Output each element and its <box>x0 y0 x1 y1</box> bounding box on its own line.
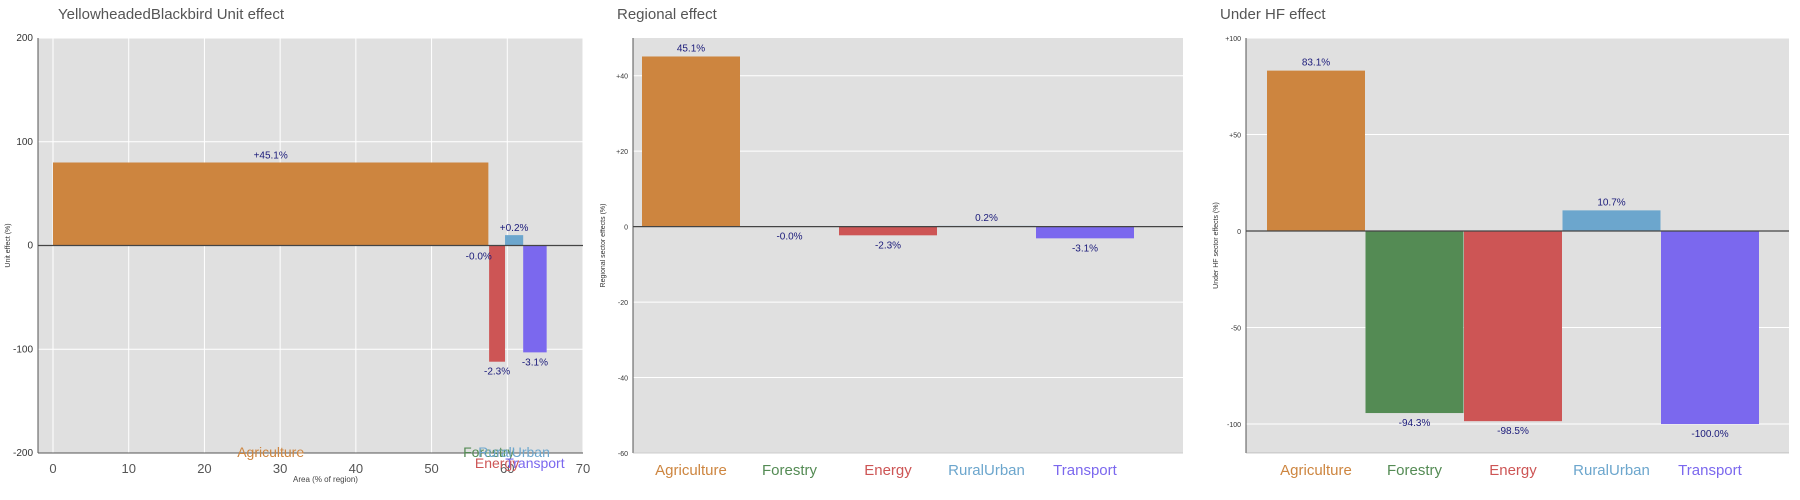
data-label: -2.3% <box>875 240 901 251</box>
y-tick-label: -100 <box>13 344 33 355</box>
bar-transport <box>1036 226 1134 239</box>
y-tick-label: 100 <box>16 137 33 148</box>
bar-transport <box>523 245 547 353</box>
category-label-transport: Transport <box>1053 462 1117 479</box>
x-tick-label: 70 <box>576 461 590 476</box>
under-hf-effect-chart: -100 -50 0 +50 +100 Under HF effect Under HF s… <box>1213 6 1789 479</box>
category-label-agriculture: Agriculture <box>237 444 304 460</box>
category-label-forestry: Forestry <box>1387 462 1443 479</box>
y-tick-label: -100 <box>1227 422 1241 429</box>
data-label: 10.7% <box>1597 197 1625 208</box>
category-label-energy: Energy <box>1489 462 1537 479</box>
data-label: -3.1% <box>1072 243 1098 254</box>
bar-agriculture <box>53 162 489 246</box>
data-label: -100.0% <box>1691 429 1728 440</box>
data-label: 45.1% <box>677 43 705 54</box>
data-label: -94.3% <box>1399 418 1431 429</box>
category-label-transport: Transport <box>505 455 565 471</box>
x-tick-label: 60 <box>500 461 514 476</box>
bar-forestry <box>1365 231 1464 414</box>
y-tick-label: 0 <box>624 225 628 232</box>
category-label-ruralurban: RuralUrban <box>478 444 550 460</box>
bar-ruralurban <box>505 235 524 246</box>
y-tick-label: -20 <box>618 300 628 307</box>
x-tick-label: 0 <box>49 461 56 476</box>
y-tick-label: 200 <box>16 33 33 44</box>
y-tick-label: 0 <box>27 241 33 252</box>
y-tick-label: 0 <box>1237 229 1241 236</box>
y-axis-label: Unit effect (%) <box>5 223 12 267</box>
y-axis-label: Under HF sector effects (%) <box>1213 202 1220 289</box>
y-tick-label: +40 <box>616 74 628 81</box>
data-label: -0.0% <box>776 232 802 243</box>
y-tick-label: +20 <box>616 149 628 156</box>
x-tick-label: 40 <box>349 461 363 476</box>
y-tick-label: -50 <box>1231 326 1241 333</box>
bar-energy <box>489 245 506 362</box>
data-label: -3.1% <box>522 357 548 368</box>
data-label: 0.2% <box>975 213 998 224</box>
bar-ruralurban <box>1562 210 1661 232</box>
category-label-forestry: Forestry <box>762 462 818 479</box>
category-label-transport: Transport <box>1678 462 1742 479</box>
regional-effect-chart: -60 -40 -20 0 +20 +40 Regional effect Regional … <box>600 6 1183 479</box>
category-label-energy: Energy <box>864 462 912 479</box>
data-label: +45.1% <box>254 151 288 162</box>
category-label-agriculture: Agriculture <box>655 462 727 479</box>
data-label: +0.2% <box>500 223 529 234</box>
bar-agriculture <box>642 56 740 227</box>
x-axis-label: Area (% of region) <box>293 475 358 484</box>
category-label-forestry: Forestry <box>463 444 514 460</box>
data-label: -0.0% <box>466 252 492 263</box>
y-tick-label: +50 <box>1229 133 1241 140</box>
y-tick-label: +100 <box>1225 36 1241 43</box>
y-tick-label: -200 <box>13 448 33 459</box>
category-label-ruralurban: RuralUrban <box>1573 462 1650 479</box>
y-tick-label: -40 <box>618 376 628 383</box>
x-tick-label: 10 <box>121 461 135 476</box>
bar-agriculture <box>1267 70 1365 232</box>
chart-title: Regional effect <box>617 6 718 23</box>
chart-title: YellowheadedBlackbird Unit effect <box>58 6 285 23</box>
bar-energy <box>839 226 937 236</box>
y-tick-label: -60 <box>618 451 628 458</box>
x-tick-label: 30 <box>273 461 287 476</box>
x-tick-label: 20 <box>197 461 211 476</box>
data-label: -98.5% <box>1497 426 1529 437</box>
x-tick-label: 50 <box>424 461 438 476</box>
data-label: -2.3% <box>484 367 510 378</box>
bar-transport <box>1661 231 1759 425</box>
category-label-energy: Energy <box>475 455 519 471</box>
category-label-agriculture: Agriculture <box>1280 462 1352 479</box>
y-axis-label: Regional sector effects (%) <box>600 204 607 288</box>
data-label: 83.1% <box>1302 58 1330 69</box>
bar-energy <box>1464 231 1562 422</box>
category-label-ruralurban: RuralUrban <box>948 462 1025 479</box>
chart-title: Under HF effect <box>1220 6 1326 23</box>
